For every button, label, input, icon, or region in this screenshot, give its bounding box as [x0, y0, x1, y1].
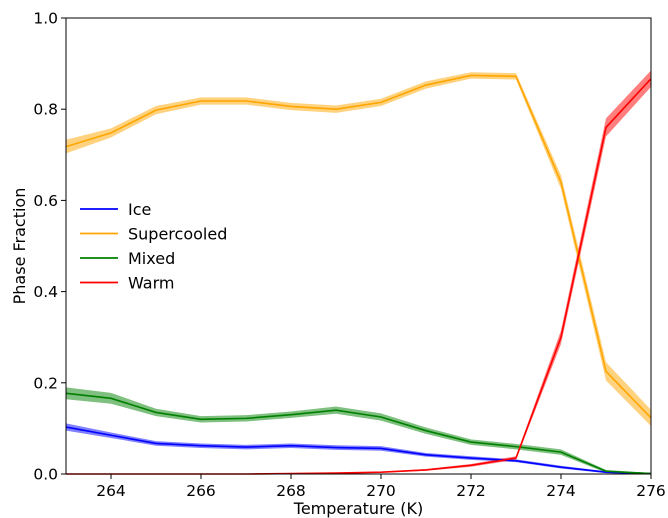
y-tick-label: 0.4: [33, 283, 58, 301]
y-axis-label: Phase Fraction: [10, 188, 29, 305]
y-axis-ticks: 0.0 0.2 0.4 0.6 0.8 1.0: [33, 10, 66, 484]
legend: Ice Supercooled Mixed Warm: [80, 200, 227, 293]
x-tick-label: 272: [456, 482, 486, 500]
series-line-1: [65, 74, 652, 419]
x-axis-ticks: 264 266 268 270 272 274 276: [96, 474, 666, 500]
series-line-0: [65, 426, 652, 475]
legend-label-2: Mixed: [128, 249, 175, 268]
x-axis-label: Temperature (K): [293, 499, 423, 518]
y-tick-label: 1.0: [33, 10, 58, 28]
y-tick-label: 0.2: [33, 374, 58, 392]
x-tick-label: 268: [276, 482, 306, 500]
legend-label-3: Warm: [128, 274, 174, 293]
legend-label-1: Supercooled: [128, 225, 227, 244]
x-tick-label: 270: [366, 482, 396, 500]
y-tick-label: 0.0: [33, 466, 58, 484]
series-line-2: [65, 392, 652, 475]
y-tick-label: 0.8: [33, 101, 58, 119]
legend-label-0: Ice: [128, 200, 151, 219]
x-tick-label: 266: [186, 482, 216, 500]
x-tick-label: 276: [636, 482, 666, 500]
x-tick-label: 264: [96, 482, 126, 500]
band-2: [66, 387, 651, 474]
x-tick-label: 274: [546, 482, 576, 500]
plot-frame: [65, 17, 652, 475]
y-tick-label: 0.6: [33, 192, 58, 210]
